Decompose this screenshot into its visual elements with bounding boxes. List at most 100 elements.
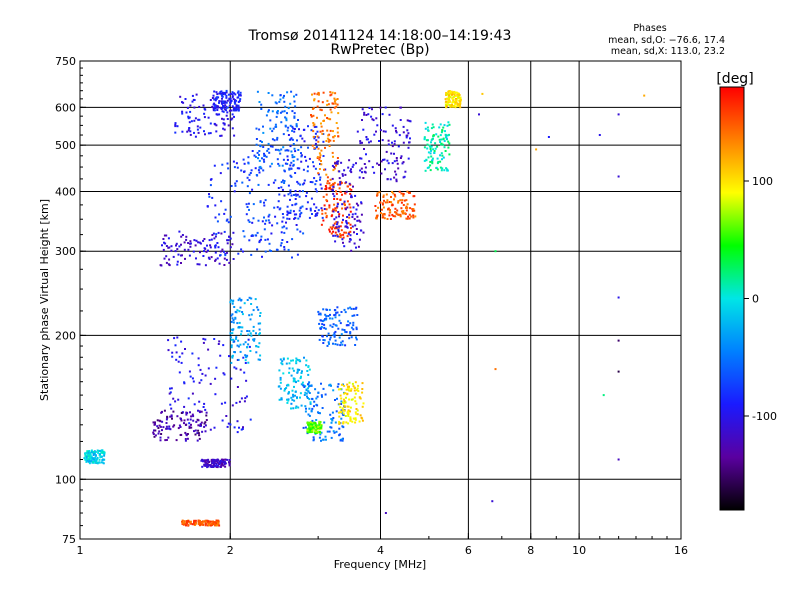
data-point <box>338 177 341 180</box>
data-point <box>247 333 250 336</box>
data-point <box>405 209 408 212</box>
data-point <box>298 167 301 170</box>
data-point <box>171 417 173 420</box>
data-point <box>267 92 270 94</box>
data-point <box>335 221 338 223</box>
data-point <box>323 319 326 322</box>
data-point <box>406 119 409 122</box>
data-point <box>311 407 314 410</box>
data-point <box>170 249 173 252</box>
data-point <box>393 152 395 155</box>
data-point <box>349 223 352 226</box>
data-point <box>208 464 211 466</box>
data-point <box>234 93 237 96</box>
data-point <box>206 521 209 524</box>
data-point <box>333 203 336 206</box>
data-point <box>242 356 245 359</box>
x-axis-ticks: 1 2 4 6 8 10 16 <box>77 533 688 557</box>
data-point <box>339 233 342 236</box>
data-point <box>453 93 456 96</box>
data-point <box>247 202 250 205</box>
data-point <box>377 206 380 209</box>
data-point <box>331 164 334 167</box>
data-point <box>175 351 178 354</box>
data-point <box>355 389 358 392</box>
data-point <box>243 235 246 238</box>
data-point <box>318 436 321 439</box>
data-point <box>316 93 319 96</box>
data-point <box>352 385 355 388</box>
data-point <box>380 172 383 175</box>
data-point <box>353 396 356 399</box>
data-point <box>330 426 333 429</box>
data-point <box>184 348 186 350</box>
data-point <box>97 450 100 452</box>
data-point <box>317 147 320 150</box>
data-point <box>178 245 181 248</box>
data-point <box>243 371 246 374</box>
data-point <box>258 150 261 152</box>
data-point <box>395 211 398 214</box>
data-point <box>448 90 451 93</box>
data-point <box>188 425 191 428</box>
data-point <box>222 127 225 130</box>
data-point <box>223 461 226 464</box>
data-point <box>330 436 333 439</box>
data-point <box>292 393 294 396</box>
data-point <box>222 118 225 121</box>
data-point <box>89 452 91 455</box>
data-point <box>347 405 350 408</box>
data-point <box>293 147 296 150</box>
data-point <box>443 169 446 172</box>
data-point <box>282 133 285 136</box>
data-point <box>174 250 177 253</box>
data-point <box>287 398 290 401</box>
data-point <box>288 217 291 220</box>
data-point <box>414 215 417 218</box>
data-point <box>333 218 336 221</box>
data-point <box>299 392 302 395</box>
data-point <box>152 421 155 424</box>
data-point <box>264 250 267 253</box>
data-point <box>278 164 281 167</box>
data-point <box>324 185 327 187</box>
data-point <box>350 326 353 329</box>
data-point <box>320 122 322 125</box>
data-point <box>442 143 445 146</box>
data-point <box>338 187 341 190</box>
data-point <box>320 125 323 128</box>
data-point <box>337 327 340 330</box>
data-point <box>315 430 318 433</box>
data-point <box>365 114 368 116</box>
data-point <box>180 361 183 364</box>
data-point <box>209 99 212 101</box>
data-point <box>456 92 459 95</box>
data-point <box>91 457 94 460</box>
data-point <box>228 104 231 107</box>
data-point <box>281 110 284 113</box>
data-point <box>407 157 410 160</box>
data-point <box>205 250 208 253</box>
data-point <box>276 158 279 161</box>
data-point <box>94 454 97 457</box>
data-point <box>381 202 384 205</box>
data-point <box>321 438 324 441</box>
data-point <box>286 149 289 152</box>
data-point <box>307 423 310 426</box>
data-point <box>446 169 449 172</box>
data-point <box>394 127 397 130</box>
data-point <box>408 217 411 220</box>
data-point <box>295 381 297 384</box>
data-point <box>226 425 229 428</box>
data-point <box>292 395 295 398</box>
data-point <box>337 388 340 391</box>
data-point <box>391 213 394 216</box>
data-point <box>494 250 497 253</box>
data-point <box>346 222 348 225</box>
data-point <box>227 422 230 425</box>
data-point <box>338 427 341 430</box>
data-point <box>354 417 357 420</box>
data-point <box>175 244 177 247</box>
data-point <box>203 247 206 250</box>
data-point <box>296 158 299 161</box>
